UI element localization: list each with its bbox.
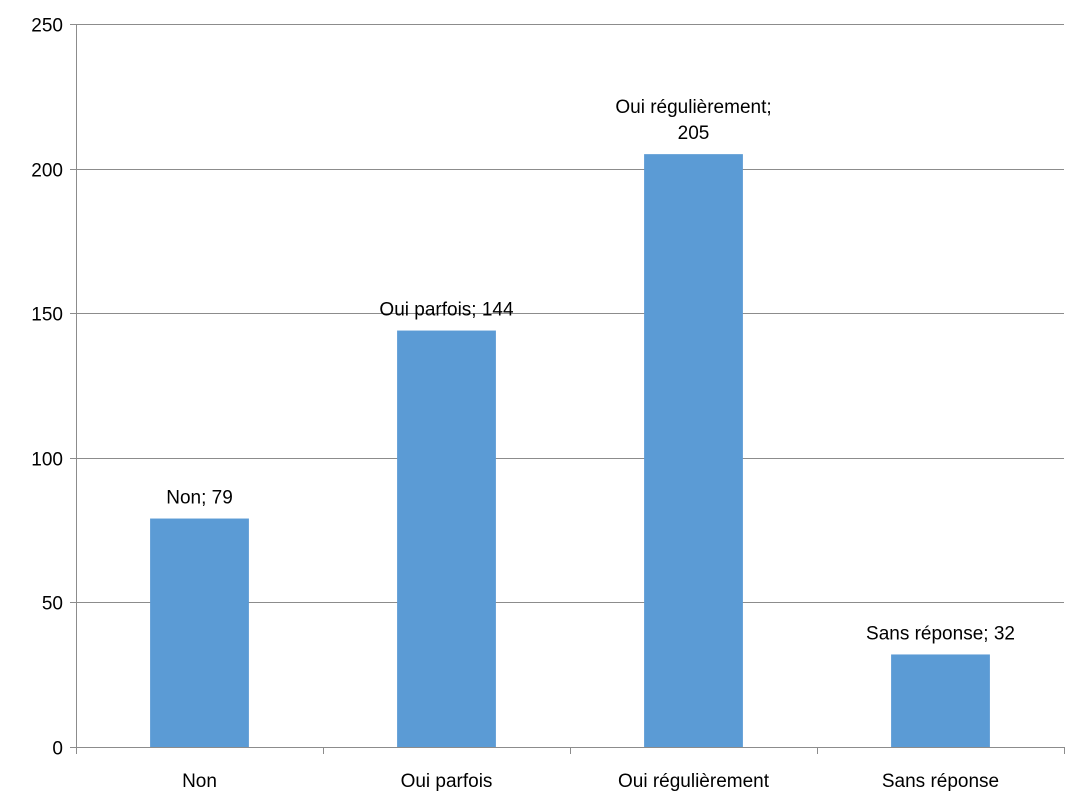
bar [644,154,743,747]
gridlines [76,24,1064,603]
axes [70,24,1065,754]
bars [150,154,990,747]
labels: 0 50 100 150 200 250 Non; 79 Non Oui parfois; 14… [31,16,1015,793]
data-label: 205 [678,123,710,144]
data-label: Oui régulièrement; [615,97,771,118]
x-tick-label: Sans réponse [882,771,999,792]
y-tick-label: 150 [31,305,63,326]
bar [891,654,990,747]
x-tick-label: Oui parfois [401,771,493,792]
bar [397,330,496,747]
bar [150,518,249,747]
y-tick-label: 250 [31,16,63,37]
y-tick-label: 200 [31,161,63,182]
data-label: Oui parfois; 144 [379,300,514,321]
data-label: Sans réponse; 32 [866,623,1015,644]
data-label: Non; 79 [166,488,233,509]
x-tick-label: Oui régulièrement [618,771,770,792]
y-tick-label: 0 [52,739,63,760]
y-tick-label: 100 [31,450,63,471]
y-tick-label: 50 [42,594,63,615]
x-tick-label: Non [182,771,217,792]
